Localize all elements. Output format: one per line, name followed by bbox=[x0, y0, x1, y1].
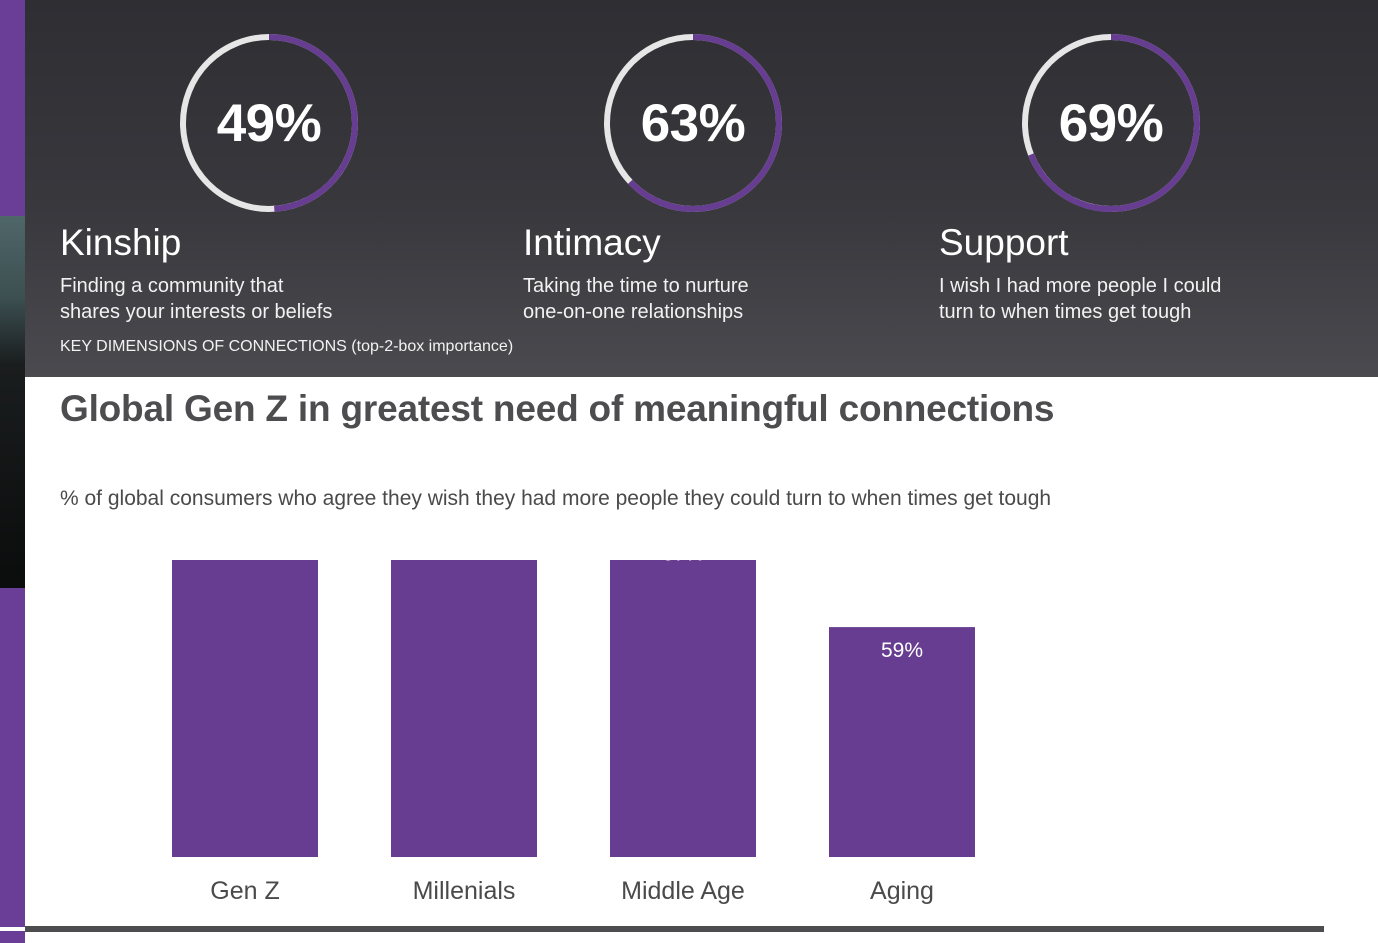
bar-millenials bbox=[391, 560, 537, 857]
bar-aging bbox=[829, 627, 975, 857]
bar-chart: 74%Gen Z71%Millenials67%Middle Age59%Agi… bbox=[172, 560, 975, 905]
support-description-line: turn to when times get tough bbox=[939, 301, 1192, 323]
left-strip-divider bbox=[0, 927, 25, 931]
left-accent-strip-bottom bbox=[0, 588, 25, 943]
kinship-ring-graphic bbox=[180, 34, 358, 212]
bar-middle-age bbox=[610, 560, 756, 857]
support-description: I wish I had more people I could turn to… bbox=[939, 273, 1279, 325]
intimacy-description-line: one-on-one relationships bbox=[523, 301, 744, 323]
kinship-description-line: Finding a community that bbox=[60, 275, 284, 297]
bar-data-label: 67% bbox=[662, 560, 704, 565]
intimacy-title: Intimacy bbox=[523, 222, 661, 263]
support-ring-progress bbox=[1022, 34, 1200, 212]
x-tick-label: Aging bbox=[870, 877, 934, 905]
chart-subtitle: % of global consumers who agree they wis… bbox=[60, 487, 1052, 510]
kinship-description: Finding a community that shares your int… bbox=[60, 273, 400, 325]
left-photo-strip bbox=[0, 216, 25, 588]
x-tick-label: Middle Age bbox=[621, 877, 745, 905]
support-value: 69% bbox=[1058, 93, 1164, 153]
intimacy-description: Taking the time to nurture one-on-one re… bbox=[523, 273, 863, 325]
x-tick-label: Gen Z bbox=[210, 877, 279, 905]
left-accent-strip bbox=[0, 0, 25, 216]
intimacy-ring-graphic bbox=[604, 34, 782, 212]
bar-data-label: 59% bbox=[881, 639, 923, 662]
kinship-title: Kinship bbox=[60, 222, 182, 263]
bar-gen-z bbox=[172, 560, 318, 857]
x-tick-label: Millenials bbox=[413, 877, 516, 905]
intimacy-ring-progress bbox=[604, 34, 782, 212]
support-description-line: I wish I had more people I could bbox=[939, 275, 1222, 297]
support-title: Support bbox=[939, 222, 1069, 263]
kinship-value: 49% bbox=[216, 93, 322, 153]
support-ring: 69% bbox=[1021, 33, 1201, 213]
support-ring-graphic bbox=[1022, 34, 1200, 212]
kinship-ring: 49% bbox=[179, 33, 359, 213]
intimacy-ring: 63% bbox=[603, 33, 783, 213]
key-dimensions-panel bbox=[25, 0, 1378, 377]
intimacy-value: 63% bbox=[640, 93, 746, 153]
kinship-description-line: shares your interests or beliefs bbox=[60, 301, 333, 323]
main-title: Global Gen Z in greatest need of meaning… bbox=[60, 388, 1055, 429]
kinship-ring-progress bbox=[180, 34, 358, 212]
intimacy-description-line: Taking the time to nurture bbox=[523, 275, 749, 297]
key-dimensions-footnote: KEY DIMENSIONS OF CONNECTIONS (top-2-box… bbox=[60, 338, 514, 355]
bottom-divider bbox=[25, 926, 1324, 932]
